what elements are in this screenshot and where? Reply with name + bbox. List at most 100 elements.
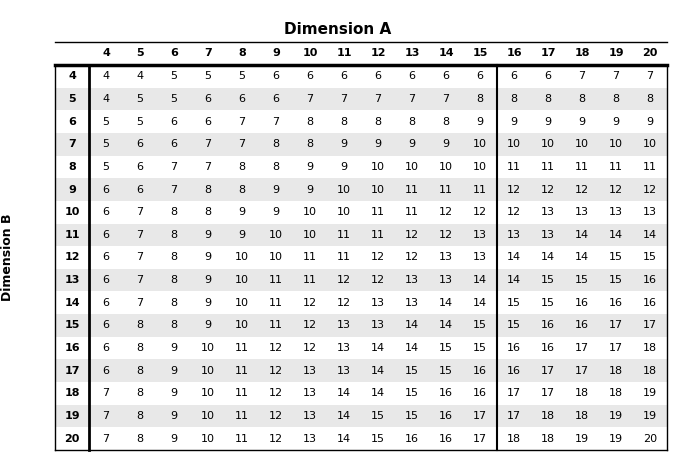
Text: 13: 13 bbox=[643, 207, 657, 217]
Text: 13: 13 bbox=[303, 434, 317, 444]
Text: 8: 8 bbox=[136, 321, 144, 330]
Text: 10: 10 bbox=[507, 139, 521, 149]
Text: 12: 12 bbox=[575, 184, 589, 195]
Text: 19: 19 bbox=[64, 411, 80, 421]
Text: 18: 18 bbox=[575, 388, 589, 398]
Text: 8: 8 bbox=[170, 230, 178, 240]
Text: 16: 16 bbox=[405, 434, 419, 444]
Text: 20: 20 bbox=[643, 434, 657, 444]
Text: 13: 13 bbox=[541, 230, 555, 240]
Text: 18: 18 bbox=[609, 366, 623, 376]
Text: 7: 7 bbox=[136, 253, 144, 263]
Text: 12: 12 bbox=[473, 207, 487, 217]
Text: 20: 20 bbox=[64, 434, 80, 444]
Text: 13: 13 bbox=[404, 49, 420, 58]
Text: 8: 8 bbox=[306, 117, 314, 127]
Text: 12: 12 bbox=[269, 388, 283, 398]
Text: 12: 12 bbox=[371, 253, 385, 263]
Text: 9: 9 bbox=[612, 117, 620, 127]
Text: 9: 9 bbox=[205, 275, 211, 285]
Text: 5: 5 bbox=[136, 94, 144, 104]
Text: 10: 10 bbox=[405, 162, 419, 172]
Text: 18: 18 bbox=[541, 434, 555, 444]
Text: 19: 19 bbox=[575, 434, 589, 444]
Text: 10: 10 bbox=[337, 184, 351, 195]
Text: 9: 9 bbox=[545, 117, 551, 127]
Text: 13: 13 bbox=[337, 366, 351, 376]
Text: 9: 9 bbox=[273, 207, 279, 217]
Text: 15: 15 bbox=[643, 253, 657, 263]
Text: 11: 11 bbox=[473, 184, 487, 195]
Text: Dimension B: Dimension B bbox=[1, 214, 14, 301]
Bar bbox=[55, 88, 667, 110]
Text: 4: 4 bbox=[103, 94, 109, 104]
Text: 12: 12 bbox=[337, 298, 351, 308]
Text: 10: 10 bbox=[439, 162, 453, 172]
Text: 16: 16 bbox=[506, 49, 522, 58]
Text: 12: 12 bbox=[337, 275, 351, 285]
Text: 10: 10 bbox=[303, 230, 317, 240]
Text: 11: 11 bbox=[337, 230, 351, 240]
Text: 12: 12 bbox=[405, 230, 419, 240]
Text: 10: 10 bbox=[64, 207, 80, 217]
Text: 6: 6 bbox=[408, 71, 416, 81]
Text: 11: 11 bbox=[575, 162, 589, 172]
Text: 16: 16 bbox=[541, 343, 555, 353]
Text: 8: 8 bbox=[170, 298, 178, 308]
Text: 11: 11 bbox=[507, 162, 521, 172]
Text: 8: 8 bbox=[170, 207, 178, 217]
Text: 7: 7 bbox=[136, 207, 144, 217]
Text: 5: 5 bbox=[103, 117, 109, 127]
Text: 8: 8 bbox=[136, 366, 144, 376]
Text: 13: 13 bbox=[439, 275, 453, 285]
Text: 9: 9 bbox=[68, 184, 76, 195]
Text: 7: 7 bbox=[238, 117, 246, 127]
Bar bbox=[55, 382, 667, 405]
Text: 17: 17 bbox=[609, 343, 623, 353]
Text: 9: 9 bbox=[647, 117, 653, 127]
Text: 9: 9 bbox=[340, 139, 348, 149]
Text: 13: 13 bbox=[337, 321, 351, 330]
Text: 14: 14 bbox=[371, 343, 385, 353]
Text: 14: 14 bbox=[371, 388, 385, 398]
Text: 5: 5 bbox=[171, 94, 178, 104]
Text: 4: 4 bbox=[68, 71, 76, 81]
Text: 12: 12 bbox=[269, 434, 283, 444]
Text: 7: 7 bbox=[170, 184, 178, 195]
Text: 16: 16 bbox=[473, 388, 487, 398]
Text: 13: 13 bbox=[575, 207, 589, 217]
Text: 15: 15 bbox=[472, 49, 487, 58]
Text: 6: 6 bbox=[375, 71, 381, 81]
Text: 12: 12 bbox=[303, 343, 317, 353]
Text: 15: 15 bbox=[64, 321, 80, 330]
Text: 6: 6 bbox=[103, 343, 109, 353]
Text: 18: 18 bbox=[64, 388, 80, 398]
Text: 7: 7 bbox=[68, 139, 76, 149]
Text: 6: 6 bbox=[545, 71, 551, 81]
Text: 15: 15 bbox=[507, 298, 521, 308]
Text: 8: 8 bbox=[136, 411, 144, 421]
Text: 5: 5 bbox=[136, 49, 144, 58]
Text: 13: 13 bbox=[507, 230, 521, 240]
Text: 8: 8 bbox=[340, 117, 348, 127]
Text: 8: 8 bbox=[238, 184, 246, 195]
Text: 18: 18 bbox=[541, 411, 555, 421]
Text: 5: 5 bbox=[171, 71, 178, 81]
Text: 12: 12 bbox=[371, 275, 385, 285]
Text: 14: 14 bbox=[439, 298, 453, 308]
Text: 4: 4 bbox=[103, 71, 109, 81]
Text: 15: 15 bbox=[371, 411, 385, 421]
Text: 8: 8 bbox=[545, 94, 551, 104]
Text: 16: 16 bbox=[439, 388, 453, 398]
Text: 9: 9 bbox=[375, 139, 381, 149]
Text: 7: 7 bbox=[103, 411, 109, 421]
Text: 6: 6 bbox=[171, 139, 178, 149]
Text: 10: 10 bbox=[473, 162, 487, 172]
Text: 14: 14 bbox=[337, 388, 351, 398]
Text: 9: 9 bbox=[272, 49, 280, 58]
Bar bbox=[55, 65, 667, 88]
Text: 14: 14 bbox=[439, 321, 453, 330]
Text: 6: 6 bbox=[103, 366, 109, 376]
Text: 17: 17 bbox=[575, 343, 589, 353]
Bar bbox=[55, 269, 667, 292]
